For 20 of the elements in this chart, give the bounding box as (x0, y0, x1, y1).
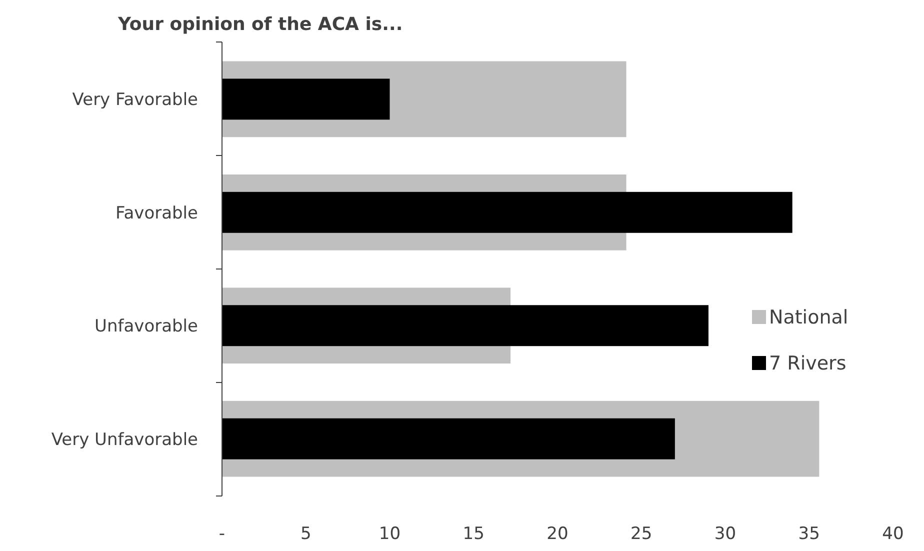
bar (222, 192, 792, 233)
x-tick-label: 15 (462, 524, 484, 544)
x-tick-label: 25 (630, 524, 652, 544)
y-tick-label: Unfavorable (94, 316, 198, 337)
x-tick-label: 30 (714, 524, 736, 544)
y-tick-label: Favorable (116, 203, 198, 224)
legend-label: 7 Rivers (769, 352, 846, 375)
x-tick-label: 40 (882, 524, 904, 544)
y-tick-label: Very Unfavorable (51, 430, 198, 450)
chart-title: Your opinion of the ACA is... (117, 14, 403, 35)
bar (222, 305, 708, 346)
x-tick-label: 35 (798, 524, 820, 544)
bar (222, 78, 390, 120)
bar (222, 418, 675, 460)
y-tick-label: Very Favorable (72, 90, 198, 110)
x-tick-label: - (218, 524, 226, 544)
x-tick-label: 20 (546, 524, 568, 544)
x-tick-label: 5 (300, 524, 312, 544)
legend-label: National (769, 306, 848, 329)
x-tick-label: 10 (378, 524, 401, 544)
